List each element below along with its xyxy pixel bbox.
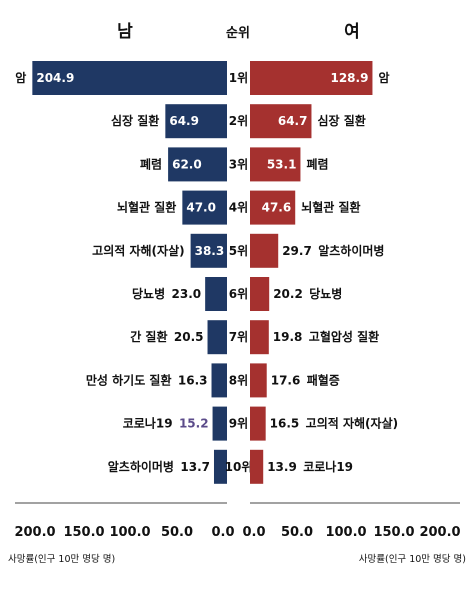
female-value-label-10: 13.9 [267, 460, 297, 474]
male-value-label-8: 16.3 [178, 373, 208, 387]
female-category-label-3: 폐렴 [306, 156, 328, 171]
male-value-label-10: 13.7 [180, 460, 210, 474]
female-x-tick-3: 100.0 [325, 525, 366, 540]
male-x-tick-2: 150.0 [63, 525, 104, 540]
rank-header: 순위 [226, 26, 250, 41]
female-bar-3 [250, 147, 301, 182]
male-bar-6 [205, 277, 227, 311]
rank-label-2: 2위 [229, 114, 248, 128]
male-axis-unit-label: 사망률(인구 10만 명당 명) [8, 554, 115, 565]
rank-label-6: 6위 [229, 287, 248, 301]
male-x-tick-1: 200.0 [14, 525, 55, 540]
rank-label-8: 8위 [229, 373, 248, 387]
female-value-label-9: 16.5 [270, 417, 300, 431]
male-value-label-7: 20.5 [174, 330, 204, 344]
male-category-label-2: 심장 질환 [111, 113, 159, 128]
male-value-label-3: 62.0 [172, 157, 202, 171]
female-bar-4 [250, 190, 296, 225]
male-value-label-5: 38.3 [195, 244, 225, 258]
female-value-label-1: 128.9 [330, 71, 368, 85]
female-category-label-7: 고혈압성 질환 [309, 329, 379, 344]
female-category-label-5: 알츠하이머병 [318, 243, 384, 258]
male-category-label-4: 뇌혈관 질환 [117, 200, 176, 215]
male-value-label-1: 204.9 [36, 71, 74, 85]
female-value-label-8: 17.6 [271, 373, 301, 387]
male-bar-7 [207, 320, 227, 355]
female-header: 여 [344, 22, 360, 42]
female-x-tick-1: 0.0 [242, 525, 265, 540]
male-category-label-9: 코로나19 [123, 416, 173, 431]
male-value-label-9: 15.2 [179, 417, 209, 431]
rank-label-5: 5위 [229, 244, 248, 258]
male-bar-5 [190, 233, 227, 268]
male-category-label-6: 당뇨병 [132, 286, 165, 301]
male-x-tick-5: 0.0 [211, 525, 234, 540]
male-value-label-6: 23.0 [172, 287, 202, 301]
female-category-label-8: 패혈증 [307, 372, 340, 387]
female-bar-7 [250, 320, 269, 355]
female-category-label-6: 당뇨병 [309, 286, 342, 301]
male-category-label-7: 간 질환 [130, 329, 167, 344]
female-x-tick-4: 150.0 [373, 525, 414, 540]
male-bar-8 [211, 363, 227, 398]
female-category-label-4: 뇌혈관 질환 [301, 200, 360, 215]
female-category-label-2: 심장 질환 [317, 113, 365, 128]
male-x-tick-4: 50.0 [161, 525, 193, 540]
female-bar-8 [250, 363, 267, 398]
male-bar-1 [32, 61, 227, 95]
male-category-label-1: 암 [15, 71, 26, 85]
male-bar-2 [165, 104, 227, 139]
female-bar-1 [250, 61, 373, 95]
female-bar-6 [250, 277, 270, 311]
female-bar-5 [250, 233, 279, 268]
female-bar-9 [250, 406, 266, 441]
female-bar-2 [250, 104, 312, 139]
male-category-label-10: 알츠하이머병 [108, 459, 174, 474]
rank-label-7: 7위 [229, 330, 248, 344]
female-category-label-9: 고의적 자해(자살) [306, 416, 398, 431]
female-x-tick-5: 200.0 [419, 525, 460, 540]
female-value-label-5: 29.7 [282, 244, 312, 258]
female-value-label-3: 53.1 [267, 157, 297, 171]
female-x-tick-2: 50.0 [281, 525, 313, 540]
rank-label-1: 1위 [229, 71, 248, 85]
male-category-label-3: 폐렴 [140, 156, 162, 171]
female-axis-unit-label: 사망률(인구 10만 명당 명) [359, 554, 466, 565]
male-category-label-8: 만성 하기도 질환 [86, 372, 172, 387]
female-category-label-1: 암 [378, 71, 389, 85]
male-x-tick-3: 100.0 [109, 525, 150, 540]
female-value-label-4: 47.6 [262, 201, 292, 215]
male-value-label-2: 64.9 [169, 114, 199, 128]
male-bar-4 [182, 190, 227, 225]
male-bar-10 [213, 449, 227, 484]
female-bar-10 [250, 449, 264, 484]
female-category-label-10: 코로나19 [303, 459, 353, 474]
rank-label-10: 10위 [225, 460, 253, 474]
male-header: 남 [117, 22, 133, 42]
female-value-label-6: 20.2 [273, 287, 303, 301]
female-value-label-2: 64.7 [278, 114, 308, 128]
female-value-label-7: 19.8 [273, 330, 303, 344]
rank-label-9: 9위 [229, 417, 248, 431]
male-value-label-4: 47.0 [186, 201, 216, 215]
male-category-label-5: 고의적 자해(자살) [92, 243, 184, 258]
male-bar-9 [212, 406, 227, 441]
rank-label-3: 3위 [229, 157, 248, 171]
rank-label-4: 4위 [229, 201, 248, 215]
male-bar-3 [168, 147, 227, 182]
